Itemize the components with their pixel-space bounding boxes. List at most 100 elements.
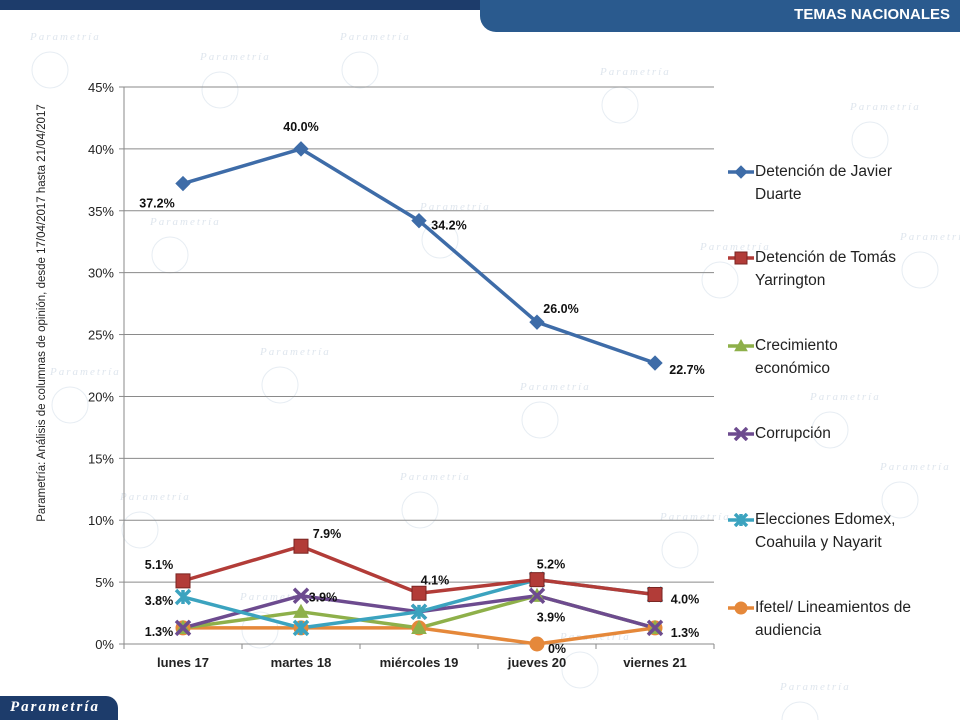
legend-label-line: Crecimiento: [755, 337, 838, 354]
data-label: 22.7%: [669, 363, 704, 377]
data-label: 5.2%: [537, 558, 566, 572]
watermark-text: Parametría: [49, 366, 121, 378]
data-point: [175, 573, 191, 589]
watermark-circle: [51, 386, 89, 424]
watermark-circle: [121, 511, 159, 549]
y-tick-label: 35%: [88, 204, 114, 219]
legend-label: Detención de Javier Duarte: [755, 160, 892, 206]
data-point: [292, 587, 310, 604]
legend-label-line: audiencia: [755, 622, 822, 639]
series-line: [182, 147, 656, 365]
data-point: [174, 588, 192, 606]
x-tick-label: miércoles 19: [380, 655, 459, 670]
watermark-text: Parametría: [879, 461, 951, 473]
data-label: 5.1%: [145, 558, 174, 572]
legend-swatch: [728, 339, 754, 352]
watermark-circle: [521, 401, 559, 439]
legend-label-line: económico: [755, 360, 830, 377]
legend-label: Detención de Tomás Yarrington: [755, 246, 896, 292]
watermark-text: Parametría: [849, 101, 921, 113]
data-point: [293, 603, 309, 618]
watermark-circle: [421, 221, 459, 259]
watermark-text: Parametría: [519, 381, 591, 393]
watermark-circle: [341, 51, 379, 89]
y-tick-label: 40%: [88, 142, 114, 157]
data-label: 0%: [548, 642, 566, 656]
watermark-text: Parametría: [599, 66, 671, 78]
watermark-text: Parametría: [119, 491, 191, 503]
data-point: [411, 585, 427, 601]
data-point: [734, 165, 748, 179]
x-tick-label: lunes 17: [157, 655, 209, 670]
y-tick-label: 45%: [88, 80, 114, 95]
watermark-text: Parametría: [149, 216, 221, 228]
legend-swatch: [728, 427, 754, 441]
legend-label-line: Ifetel/ Lineamientos de: [755, 599, 911, 616]
data-label: 3.8%: [145, 594, 174, 608]
legend-label-line: Detención de Tomás: [755, 249, 897, 266]
data-point: [528, 587, 546, 604]
watermark-text: Parametría: [399, 471, 471, 483]
watermark-circle: [401, 491, 439, 529]
legend-swatch: [728, 513, 754, 527]
data-point: [411, 212, 427, 229]
legend-swatch: [728, 601, 754, 615]
watermark-text: Parametría: [899, 231, 960, 243]
data-point: [647, 355, 663, 371]
legend-label-line: Corrupción: [755, 425, 831, 442]
data-label: 1.3%: [671, 626, 700, 640]
parametria-logo: Parametría: [0, 696, 118, 720]
watermark-circle: [701, 261, 739, 299]
legend-label-line: Yarrington: [755, 272, 826, 289]
data-point: [293, 538, 309, 554]
data-point: [529, 636, 545, 652]
y-tick-label: 25%: [88, 328, 114, 343]
legend-swatch: [728, 251, 754, 265]
data-point: [292, 619, 310, 637]
legend-label-line: Detención de Javier: [755, 163, 892, 180]
data-point: [733, 427, 749, 441]
data-point: [734, 601, 748, 615]
data-label: 1.3%: [145, 625, 174, 639]
data-point: [529, 572, 545, 588]
legend-label: Elecciones Edomex, Coahuila y Nayarit: [755, 508, 895, 554]
watermark-circle: [661, 531, 699, 569]
x-tick-label: viernes 21: [623, 655, 687, 670]
legend-label: Ifetel/ Lineamientos de audiencia: [755, 596, 911, 642]
data-label: 3.9%: [309, 591, 338, 605]
watermark-text: Parametría: [199, 51, 271, 63]
watermark-circle: [561, 651, 599, 689]
watermark-circle: [201, 71, 239, 109]
logo-text: Parametría: [10, 699, 100, 715]
watermark-text: Parametría: [259, 346, 331, 358]
data-point: [734, 251, 748, 265]
data-point: [175, 175, 191, 192]
page-title: TEMAS NACIONALES: [794, 6, 950, 23]
legend-label-line: Elecciones Edomex,: [755, 511, 896, 528]
watermark-circle: [781, 701, 819, 720]
data-label: 7.9%: [313, 527, 342, 541]
watermark-circle: [261, 366, 299, 404]
watermark-text: Parametría: [419, 201, 491, 213]
data-point: [734, 339, 748, 352]
watermark-circle: [881, 481, 919, 519]
watermark-text: Parametría: [339, 31, 411, 43]
data-point: [411, 619, 427, 635]
watermark-circle: [851, 121, 889, 159]
data-point: [733, 513, 749, 527]
y-tick-label: 5%: [95, 575, 114, 590]
legend-label: Corrupción: [755, 422, 831, 445]
data-label: 4.1%: [421, 573, 450, 587]
data-label: 34.2%: [431, 219, 466, 233]
y-tick-label: 0%: [95, 637, 114, 652]
x-tick-label: martes 18: [271, 655, 332, 670]
header-tab: TEMAS NACIONALES: [480, 0, 960, 32]
legend-label-line: Coahuila y Nayarit: [755, 534, 882, 551]
data-point: [174, 619, 192, 637]
legend-label: Crecimiento económico: [755, 334, 838, 380]
watermark-text: Parametría: [779, 681, 851, 693]
legend-swatch: [728, 165, 754, 179]
watermark-circle: [901, 251, 939, 289]
